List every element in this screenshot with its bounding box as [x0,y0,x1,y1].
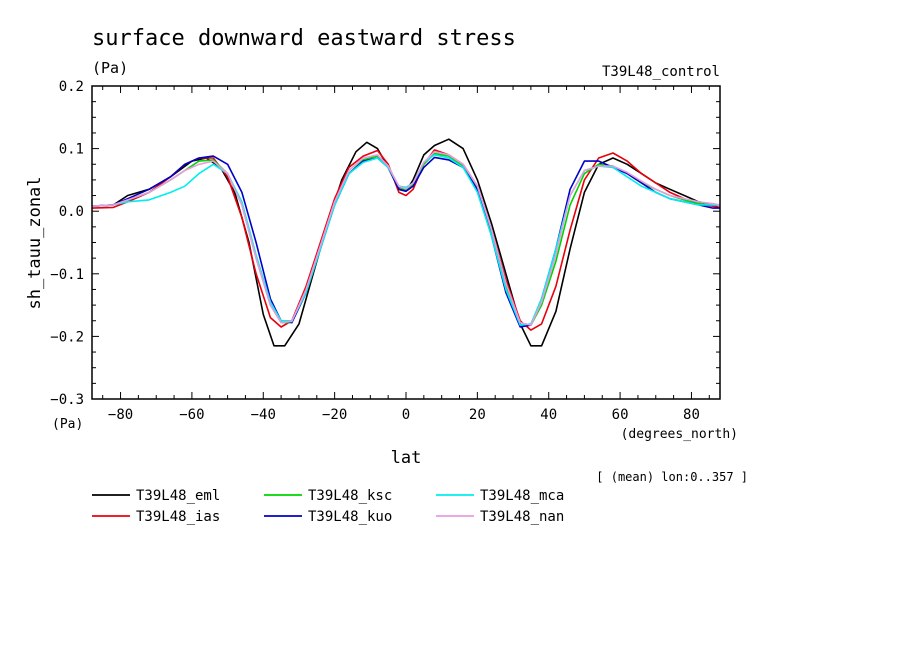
y-axis-label: sh_tauu_zonal [25,176,45,309]
units-label: (Pa) [92,59,128,77]
x-tick-label: 80 [683,407,700,423]
ticks-layer: −80 −60 −40 −20 0 20 40 60 80 0.2 0.1 0.0 −0.1 −0.2 −0… [50,79,720,423]
x-units-label: (degrees_north) [621,427,738,442]
legend-label-T39L48_ksc: T39L48_ksc [308,488,392,504]
series-line-T39L48_nan [91,150,721,326]
x-tick-label: 40 [540,407,557,423]
legend-label-T39L48_ias: T39L48_ias [136,509,220,525]
x-tick-label: 60 [612,407,629,423]
legend: T39L48_eml T39L48_ias T39L48_ksc T39L48_kuo… [92,488,564,525]
x-tick-label: −80 [108,407,133,423]
series-line-T39L48_ias [91,149,721,331]
x-axis-label: lat [391,448,422,468]
legend-label-T39L48_mca: T39L48_mca [480,488,564,504]
series-layer [91,138,721,347]
y-tick-label: 0.0 [59,204,84,220]
experiment-label: T39L48_control [602,64,720,80]
y-tick-label: −0.3 [50,392,84,408]
legend-label-T39L48_eml: T39L48_eml [136,488,220,504]
series-line-T39L48_kuo [91,155,720,328]
x-tick-label: −20 [322,407,347,423]
y-tick-label: 0.2 [59,79,84,95]
y-units-bottom: (Pa) [52,417,83,432]
series-line-T39L48_ksc [91,152,720,326]
chart-title: surface downward eastward stress [92,26,516,51]
x-tick-label: −60 [179,407,204,423]
x-tick-label: −40 [251,407,276,423]
x-tick-label: 0 [402,407,410,423]
x-tick-label: 20 [469,407,486,423]
legend-label-T39L48_kuo: T39L48_kuo [308,509,392,525]
y-tick-label: −0.2 [50,329,84,345]
plot-frame [91,85,721,400]
y-tick-label: −0.1 [50,267,84,283]
y-tick-label: 0.1 [59,142,84,158]
footnote: [ (mean) lon:0..357 ] [596,470,748,484]
legend-label-T39L48_nan: T39L48_nan [480,509,564,525]
series-line-T39L48_mca [91,154,720,326]
